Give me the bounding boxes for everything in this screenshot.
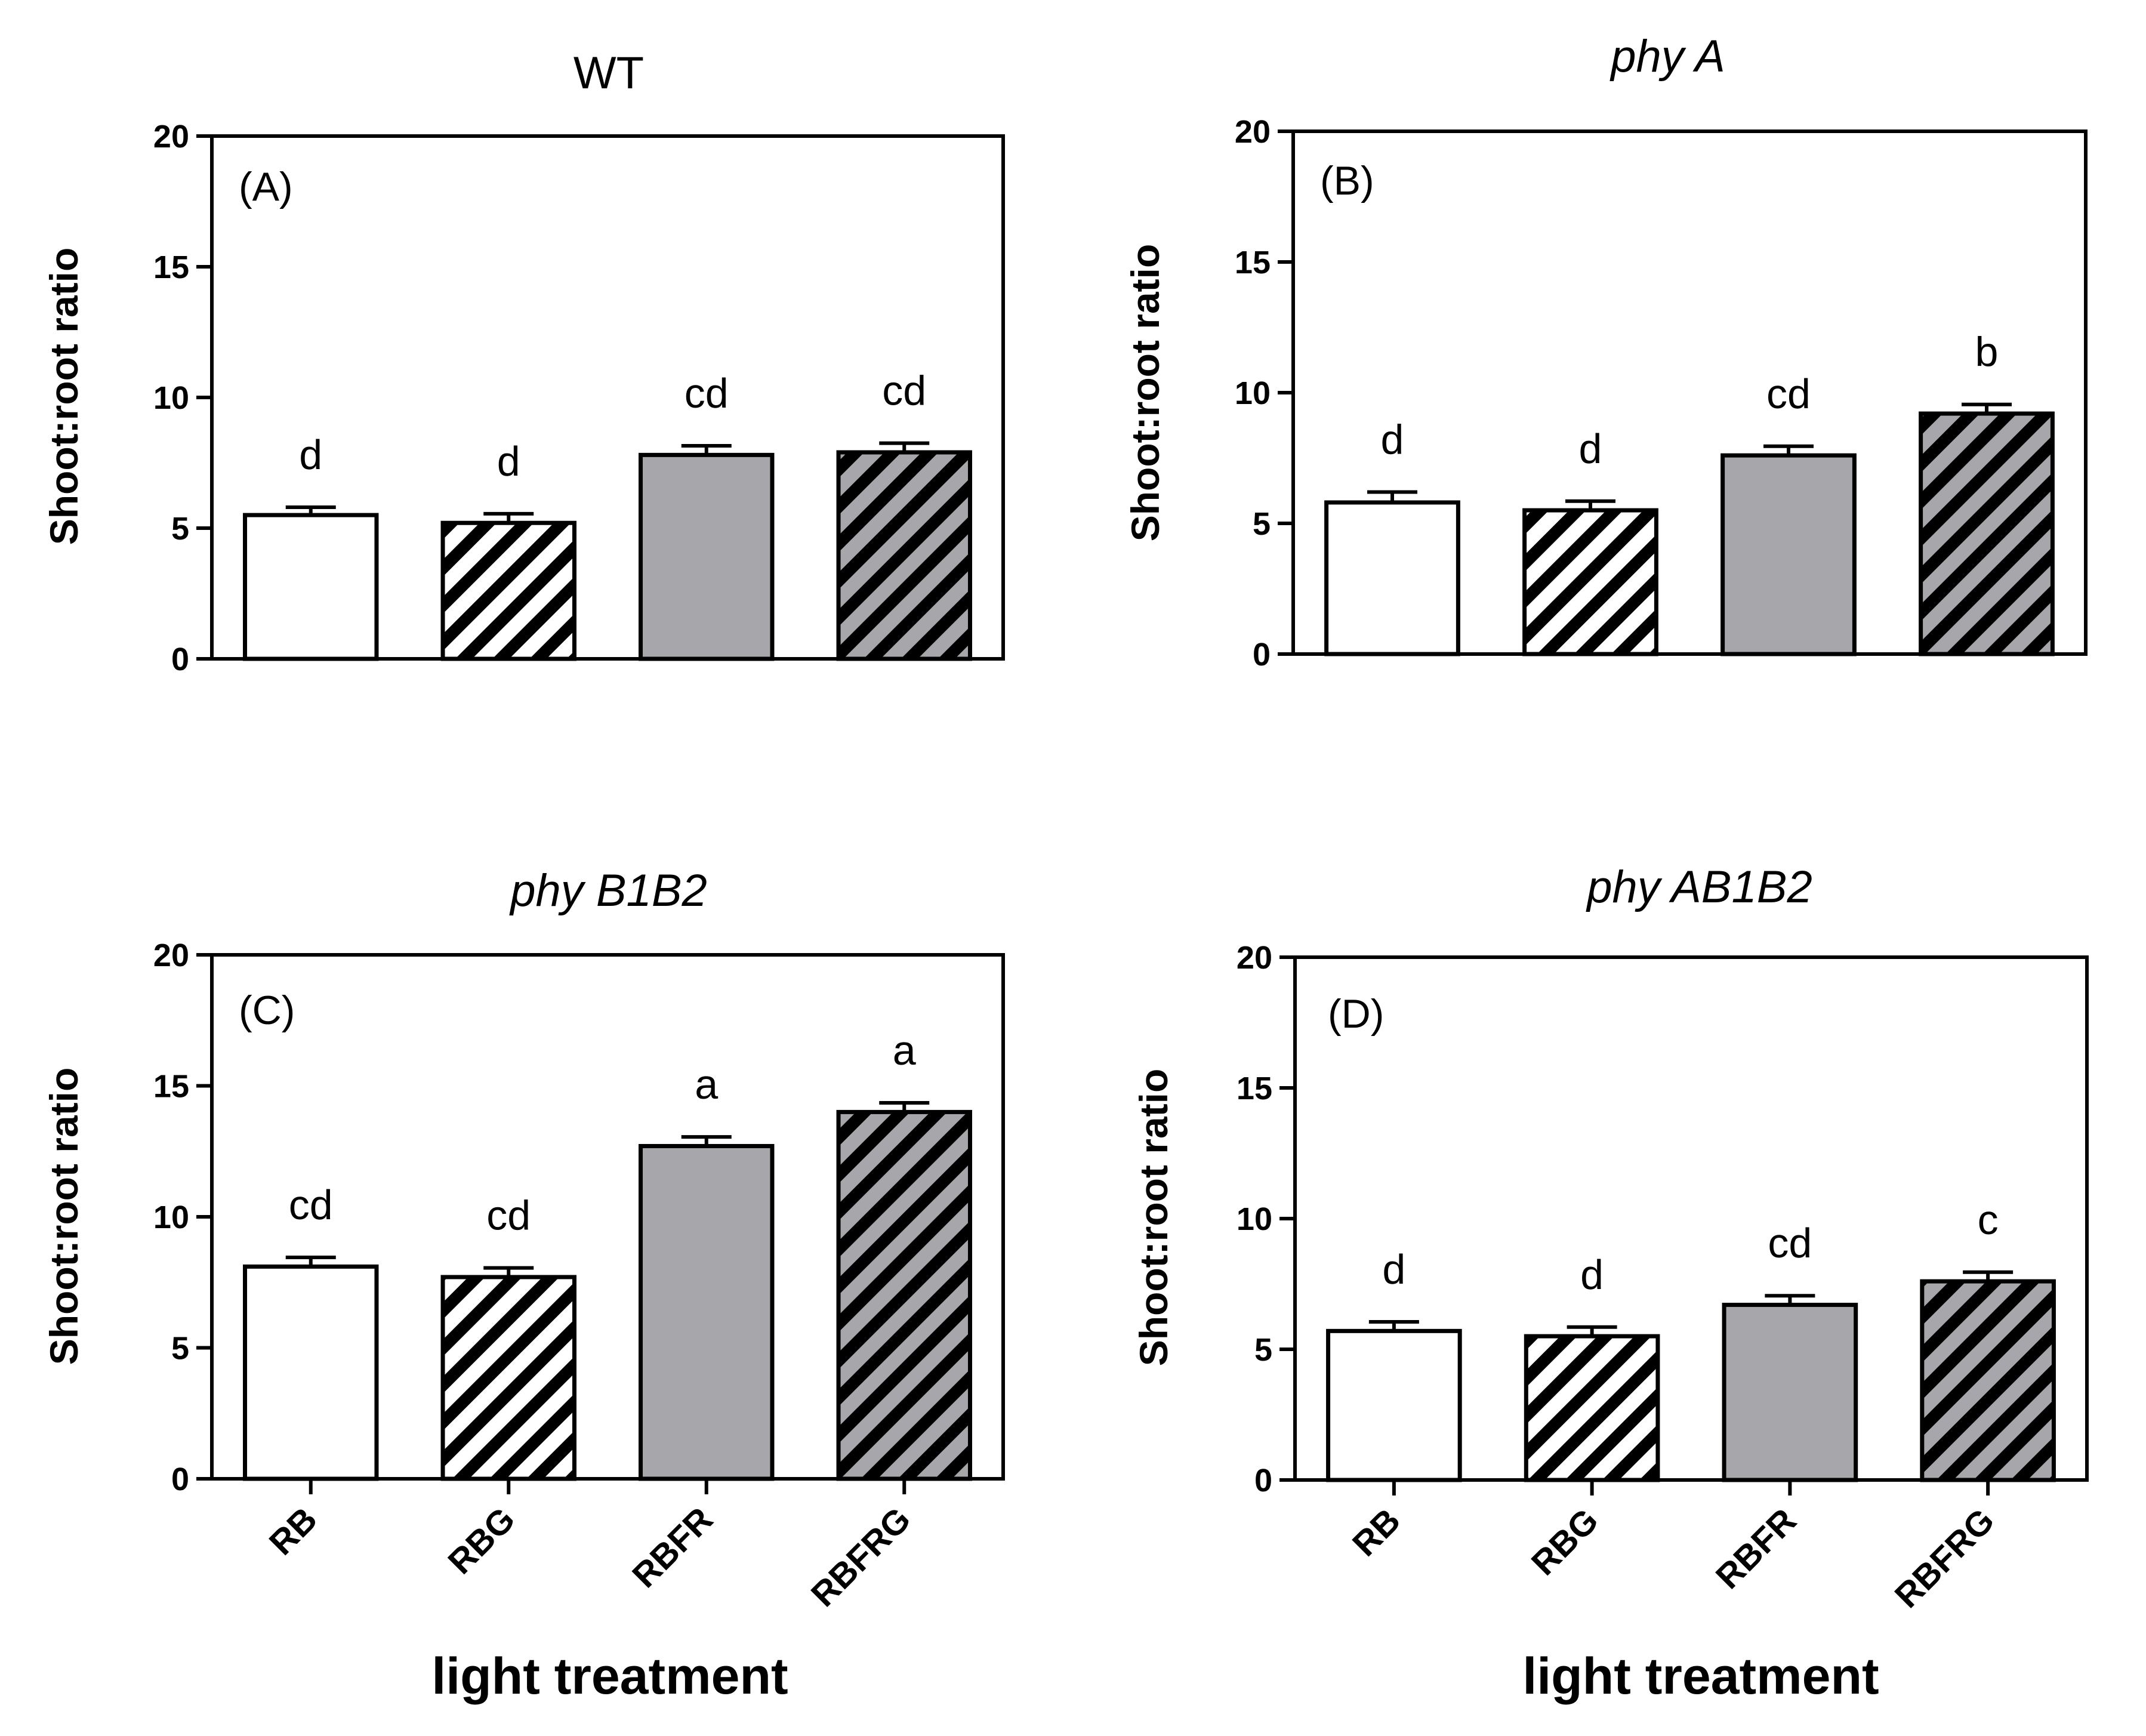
bar-rbg (1522, 508, 1658, 656)
significance-label: cd (486, 1192, 531, 1239)
y-tick-label: 5 (171, 511, 189, 547)
significance-label: d (299, 431, 322, 478)
bar-rbg (440, 1275, 576, 1481)
y-axis-label: Shoot:root ratio (42, 248, 86, 545)
panel-label: (D) (1328, 991, 1384, 1037)
bar-rbfrg (836, 450, 972, 661)
plot-area: 0 5 10 15 20 d RB d RBG cd RBFR c RBFRG (1237, 940, 2089, 1615)
y-tick-label: 0 (171, 642, 189, 677)
y-tick-label: 0 (1253, 637, 1271, 673)
y-tick-label: 10 (153, 1200, 189, 1235)
significance-label: cd (1766, 371, 1811, 417)
significance-label: cd (1768, 1220, 1812, 1266)
bar-rbg (1524, 1334, 1660, 1482)
panel-c: phy B1B2 Shoot:root ratio 0 5 10 15 20 cd RB cd… (42, 865, 1005, 1705)
y-axis-label: Shoot:root ratio (1123, 244, 1167, 542)
significance-label: d (1579, 425, 1602, 472)
y-tick-label: 15 (1235, 245, 1271, 280)
chart-title: phy B1B2 (509, 865, 707, 916)
significance-label: b (1975, 329, 1999, 375)
panel-d: phy AB1B2 Shoot:root ratio 0 5 10 15 20 d RB d R… (1131, 862, 2089, 1705)
panel-a: WT Shoot:root ratio 0 5 10 15 20 d d cd cd (A) (42, 48, 1005, 677)
y-axis-label: Shoot:root ratio (42, 1068, 86, 1365)
y-tick-label: 15 (153, 1069, 189, 1105)
y-tick-label: 20 (153, 119, 189, 155)
significance-label: a (893, 1027, 916, 1074)
significance-label: d (1381, 416, 1404, 462)
y-tick-label: 0 (1254, 1463, 1272, 1498)
bar-rb (243, 1264, 379, 1481)
bar-rbg (440, 520, 576, 661)
significance-label: c (1978, 1197, 1999, 1243)
chart-title: WT (574, 48, 644, 98)
significance-label: d (497, 438, 520, 485)
x-tick-label: RBG (1524, 1501, 1606, 1583)
bar-rbfr (639, 452, 775, 661)
y-tick-label: 15 (1237, 1071, 1272, 1106)
y-tick-label: 10 (1237, 1201, 1272, 1237)
x-tick-label: RBFRG (1888, 1501, 2002, 1615)
panel-label: (B) (1320, 158, 1374, 203)
x-tick-label: RB (262, 1500, 325, 1562)
significance-label: d (1580, 1251, 1604, 1298)
y-tick-label: 20 (1235, 114, 1271, 150)
y-tick-label: 15 (153, 249, 189, 285)
panel-label: (C) (239, 988, 295, 1033)
significance-label: d (1382, 1246, 1405, 1293)
bar-rbfrg (1919, 411, 2055, 656)
y-tick-label: 20 (1237, 940, 1272, 976)
plot-area: 0 5 10 15 20 d d cd b (1235, 114, 2088, 673)
x-tick-label: RBFR (625, 1500, 720, 1595)
significance-label: cd (882, 368, 926, 414)
bar-rb (1324, 500, 1460, 656)
plot-area: 0 5 10 15 20 d d cd cd (153, 119, 1005, 677)
x-tick-label: RBFR (1709, 1501, 1804, 1596)
x-tick-label: RB (1345, 1501, 1408, 1564)
bar-rbfr (1720, 453, 1857, 656)
y-tick-label: 5 (1253, 506, 1271, 542)
chart-title: phy A (1610, 31, 1725, 82)
bar-rbfr (639, 1143, 775, 1481)
bar-rb (243, 513, 379, 661)
x-axis-label: light treatment (431, 1648, 788, 1705)
bar-rbfrg (836, 1109, 972, 1481)
x-axis-label: light treatment (1522, 1648, 1879, 1705)
significance-label: cd (684, 370, 729, 417)
bar-rbfrg (1920, 1279, 2056, 1482)
plot-area: 0 5 10 15 20 cd RB cd RBG a RBFR a RBFRG (153, 938, 1005, 1614)
panel-label: (A) (239, 164, 293, 209)
x-tick-label: RBFRG (804, 1500, 918, 1614)
y-axis-label: Shoot:root ratio (1131, 1069, 1176, 1367)
y-tick-label: 10 (1235, 375, 1271, 411)
x-tick-label: RBG (440, 1500, 522, 1581)
bar-rbfr (1722, 1303, 1858, 1482)
significance-label: a (695, 1061, 718, 1108)
y-tick-label: 0 (171, 1461, 189, 1497)
chart-title: phy AB1B2 (1586, 862, 1812, 912)
y-tick-label: 10 (153, 380, 189, 416)
significance-label: cd (289, 1182, 333, 1228)
panel-b: phy A Shoot:root ratio 0 5 10 15 20 d d cd b (B) (1123, 31, 2088, 673)
y-tick-label: 20 (153, 938, 189, 973)
bar-rb (1326, 1328, 1462, 1482)
y-tick-label: 5 (1254, 1332, 1272, 1368)
y-tick-label: 5 (171, 1331, 189, 1367)
